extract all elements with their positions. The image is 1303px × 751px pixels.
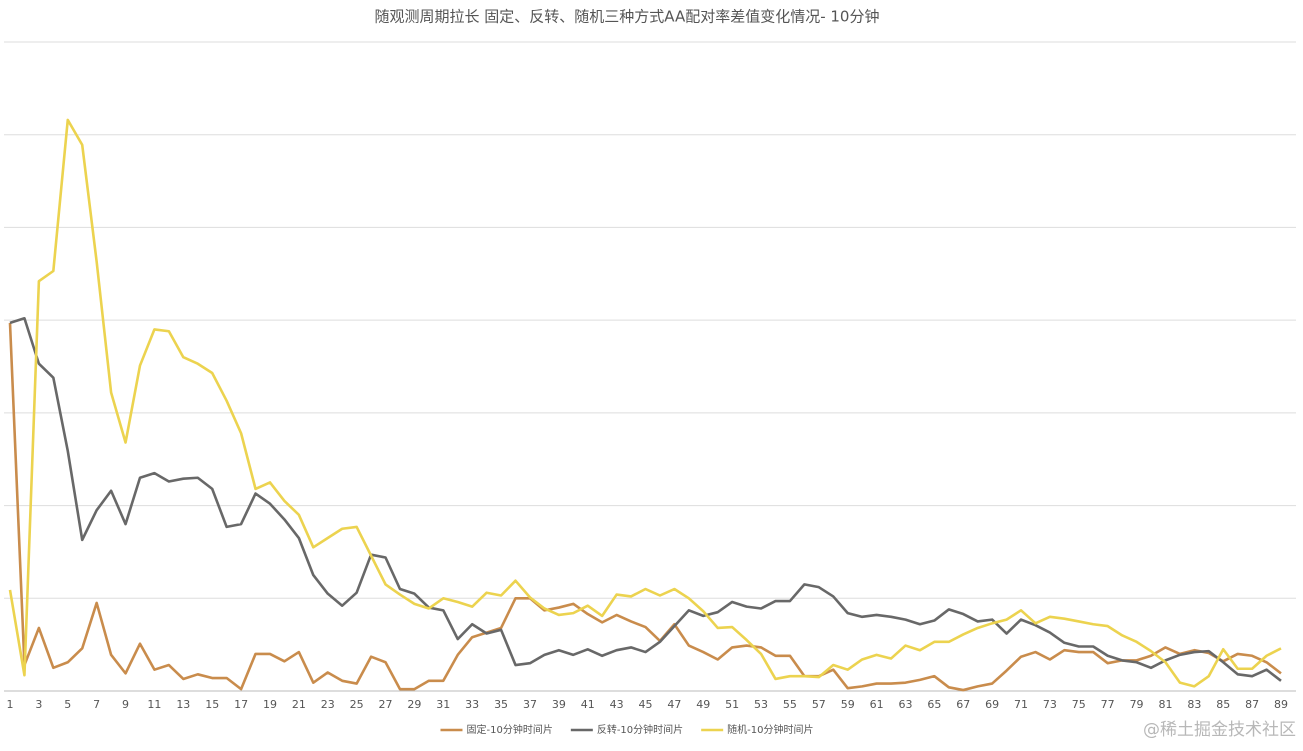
series-line: [9, 316, 1282, 682]
x-tick-label: 89: [1274, 698, 1288, 711]
x-tick-label: 21: [292, 698, 306, 711]
x-tick-label: 13: [176, 698, 190, 711]
x-tick-label: 35: [494, 698, 508, 711]
x-tick-label: 11: [147, 698, 161, 711]
chart-title: 随观测周期拉长 固定、反转、随机三种方式AA配对率差值变化情况- 10分钟: [375, 8, 880, 26]
x-tick-label: 57: [812, 698, 826, 711]
x-tick-label: 41: [581, 698, 595, 711]
x-tick-label: 87: [1245, 698, 1259, 711]
x-tick-label: 27: [379, 698, 393, 711]
x-tick-label: 47: [667, 698, 681, 711]
x-tick-label: 39: [552, 698, 566, 711]
series-line: [8, 322, 1282, 692]
x-tick-label: 71: [1014, 698, 1028, 711]
x-tick-label: 9: [122, 698, 129, 711]
x-tick-label: 79: [1130, 698, 1144, 711]
x-tick-label: 77: [1101, 698, 1115, 711]
x-tick-label: 37: [523, 698, 537, 711]
x-tick-label: 51: [725, 698, 739, 711]
x-tick-label: 65: [927, 698, 941, 711]
legend-label: 固定-10分钟时间片: [466, 723, 552, 736]
x-tick-label: 17: [234, 698, 248, 711]
x-tick-label: 1: [7, 698, 14, 711]
x-tick-label: 49: [696, 698, 710, 711]
x-tick-label: 53: [754, 698, 768, 711]
x-tick-label: 31: [436, 698, 450, 711]
x-tick-label: 69: [985, 698, 999, 711]
watermark: @稀土掘金技术社区: [1143, 720, 1296, 740]
x-tick-label: 85: [1216, 698, 1230, 711]
x-tick-label: 25: [350, 698, 364, 711]
x-tick-label: 43: [610, 698, 624, 711]
x-tick-label: 23: [321, 698, 335, 711]
x-tick-label: 73: [1043, 698, 1057, 711]
x-tick-label: 63: [898, 698, 912, 711]
x-tick-label: 7: [93, 698, 100, 711]
legend-label: 反转-10分钟时间片: [597, 723, 683, 736]
legend: 固定-10分钟时间片 反转-10分钟时间片 随机-10分钟时间片: [440, 723, 814, 736]
x-tick-label: 3: [35, 698, 42, 711]
x-tick-label: 59: [841, 698, 855, 711]
x-tick-label: 45: [639, 698, 653, 711]
x-tick-label: 61: [870, 698, 884, 711]
x-tick-label: 67: [956, 698, 970, 711]
legend-label: 随机-10分钟时间片: [727, 723, 813, 736]
x-tick-label: 75: [1072, 698, 1086, 711]
x-tick-label: 19: [263, 698, 277, 711]
series-line: [8, 118, 1282, 688]
x-tick-label: 5: [64, 698, 71, 711]
x-tick-label: 83: [1187, 698, 1201, 711]
x-tick-label: 15: [205, 698, 219, 711]
x-tick-label: 55: [783, 698, 797, 711]
x-tick-label: 33: [465, 698, 479, 711]
x-tick-label: 29: [407, 698, 421, 711]
x-tick-label: 81: [1158, 698, 1172, 711]
